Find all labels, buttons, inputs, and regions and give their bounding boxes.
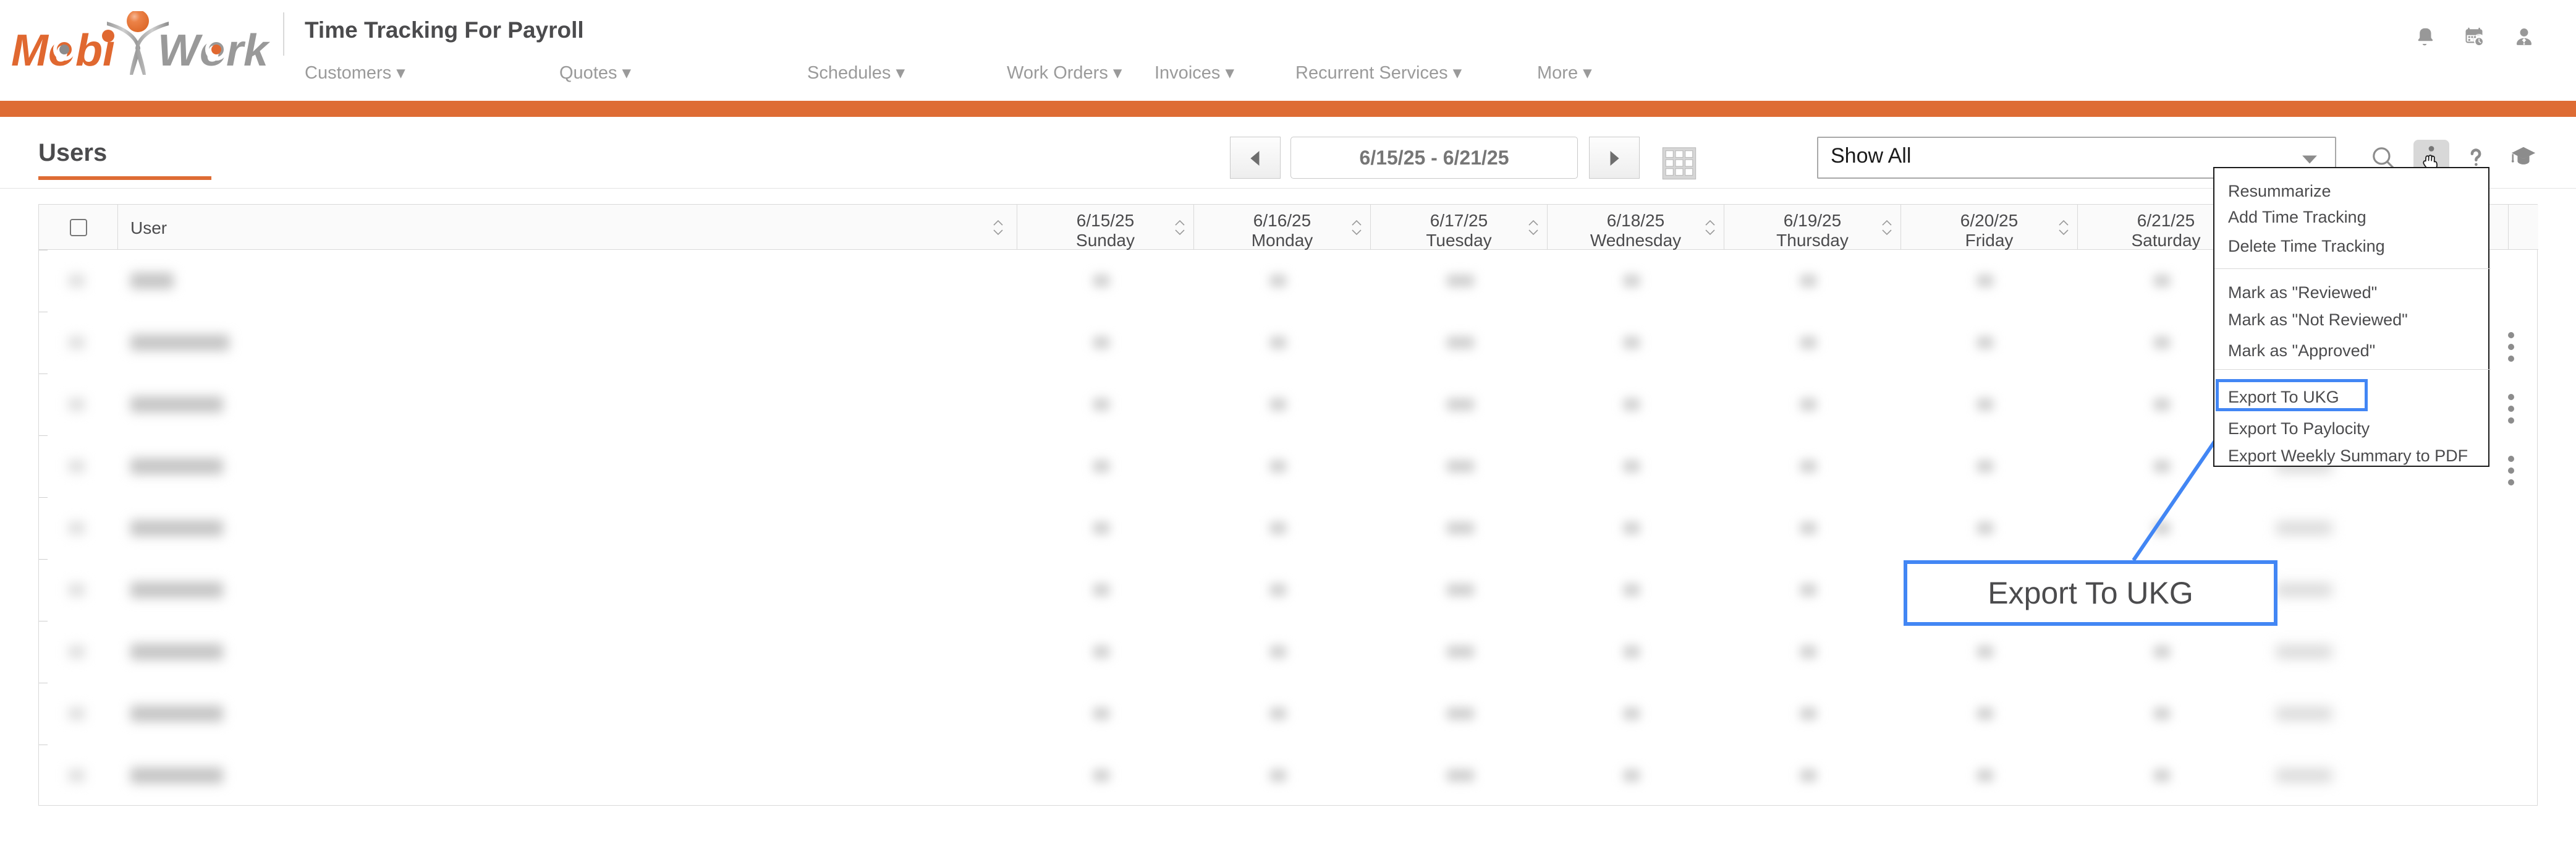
svg-text:M: M: [11, 26, 49, 75]
svg-text:b: b: [75, 26, 103, 75]
svg-text:rk: rk: [226, 26, 271, 75]
svg-text:W: W: [158, 26, 203, 75]
